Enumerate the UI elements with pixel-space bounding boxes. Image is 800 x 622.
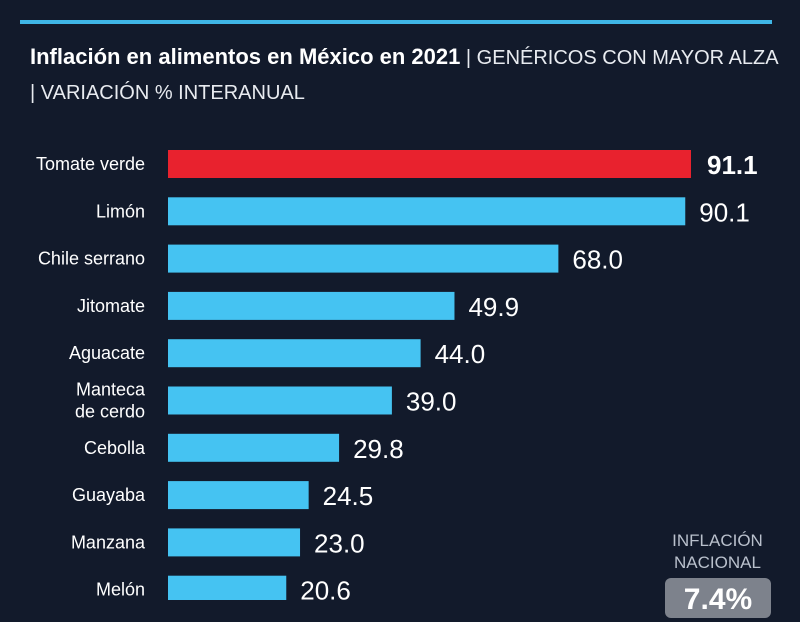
bar: [168, 433, 340, 462]
bar: [168, 339, 421, 368]
chart-title: Inflación en alimentos en México en 2021…: [30, 40, 780, 110]
title-main: Inflación en alimentos en México en 2021: [30, 44, 461, 69]
bar: [168, 197, 686, 226]
value-label: 29.8: [353, 434, 404, 464]
value-label: 49.9: [468, 292, 519, 322]
bar: [168, 150, 691, 178]
category-label: Jitomate: [77, 296, 145, 316]
value-label: 68.0: [572, 245, 623, 275]
category-label: Limón: [96, 201, 145, 221]
category-label: Chile serrano: [38, 249, 145, 269]
value-label: 91.1: [707, 150, 758, 180]
top-rule: [20, 20, 772, 24]
category-label: Aguacate: [69, 343, 145, 363]
value-label: 23.0: [314, 528, 365, 558]
category-label: Tomate verde: [36, 154, 145, 174]
bar-chart: Tomate verde 91.1 Limón 90.1 Chile serrano 68…: [36, 150, 758, 600]
value-label: 20.6: [300, 576, 351, 600]
value-label: 44.0: [435, 339, 486, 369]
category-label: Cebolla: [84, 438, 146, 458]
value-label: 90.1: [699, 197, 750, 227]
value-label: 24.5: [323, 481, 374, 511]
category-label: Manteca de cerdo: [75, 380, 146, 422]
title-subtitle: | GENÉRICOS CON MAYOR ALZA | VARIACIÓN %…: [30, 47, 778, 104]
category-label: Melón: [96, 580, 145, 600]
national-inflation-value: 7.4%: [665, 578, 771, 618]
bar: [168, 575, 287, 600]
national-inflation-label: INFLACIÓN NACIONAL: [672, 531, 763, 572]
value-label: 39.0: [406, 387, 457, 417]
bar: [168, 386, 392, 415]
bar: [168, 291, 455, 320]
category-label: Guayaba: [72, 485, 146, 505]
bar: [168, 528, 301, 557]
category-label: Manzana: [71, 532, 146, 552]
bar: [168, 244, 559, 273]
bar: [168, 481, 309, 510]
